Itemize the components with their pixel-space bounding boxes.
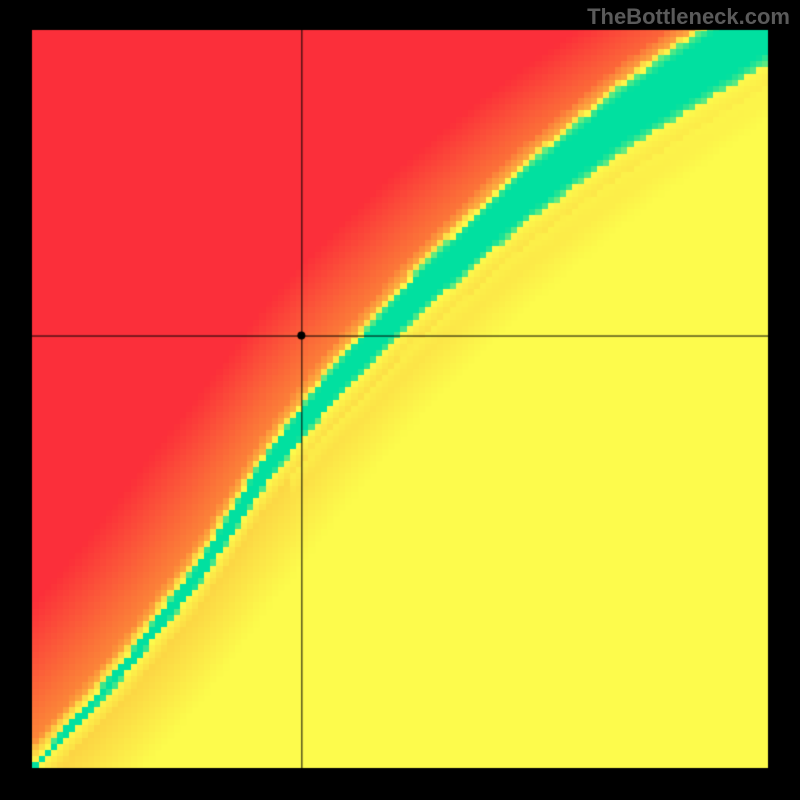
bottleneck-heatmap — [0, 0, 800, 800]
watermark-text: TheBottleneck.com — [587, 4, 790, 30]
chart-container: TheBottleneck.com — [0, 0, 800, 800]
